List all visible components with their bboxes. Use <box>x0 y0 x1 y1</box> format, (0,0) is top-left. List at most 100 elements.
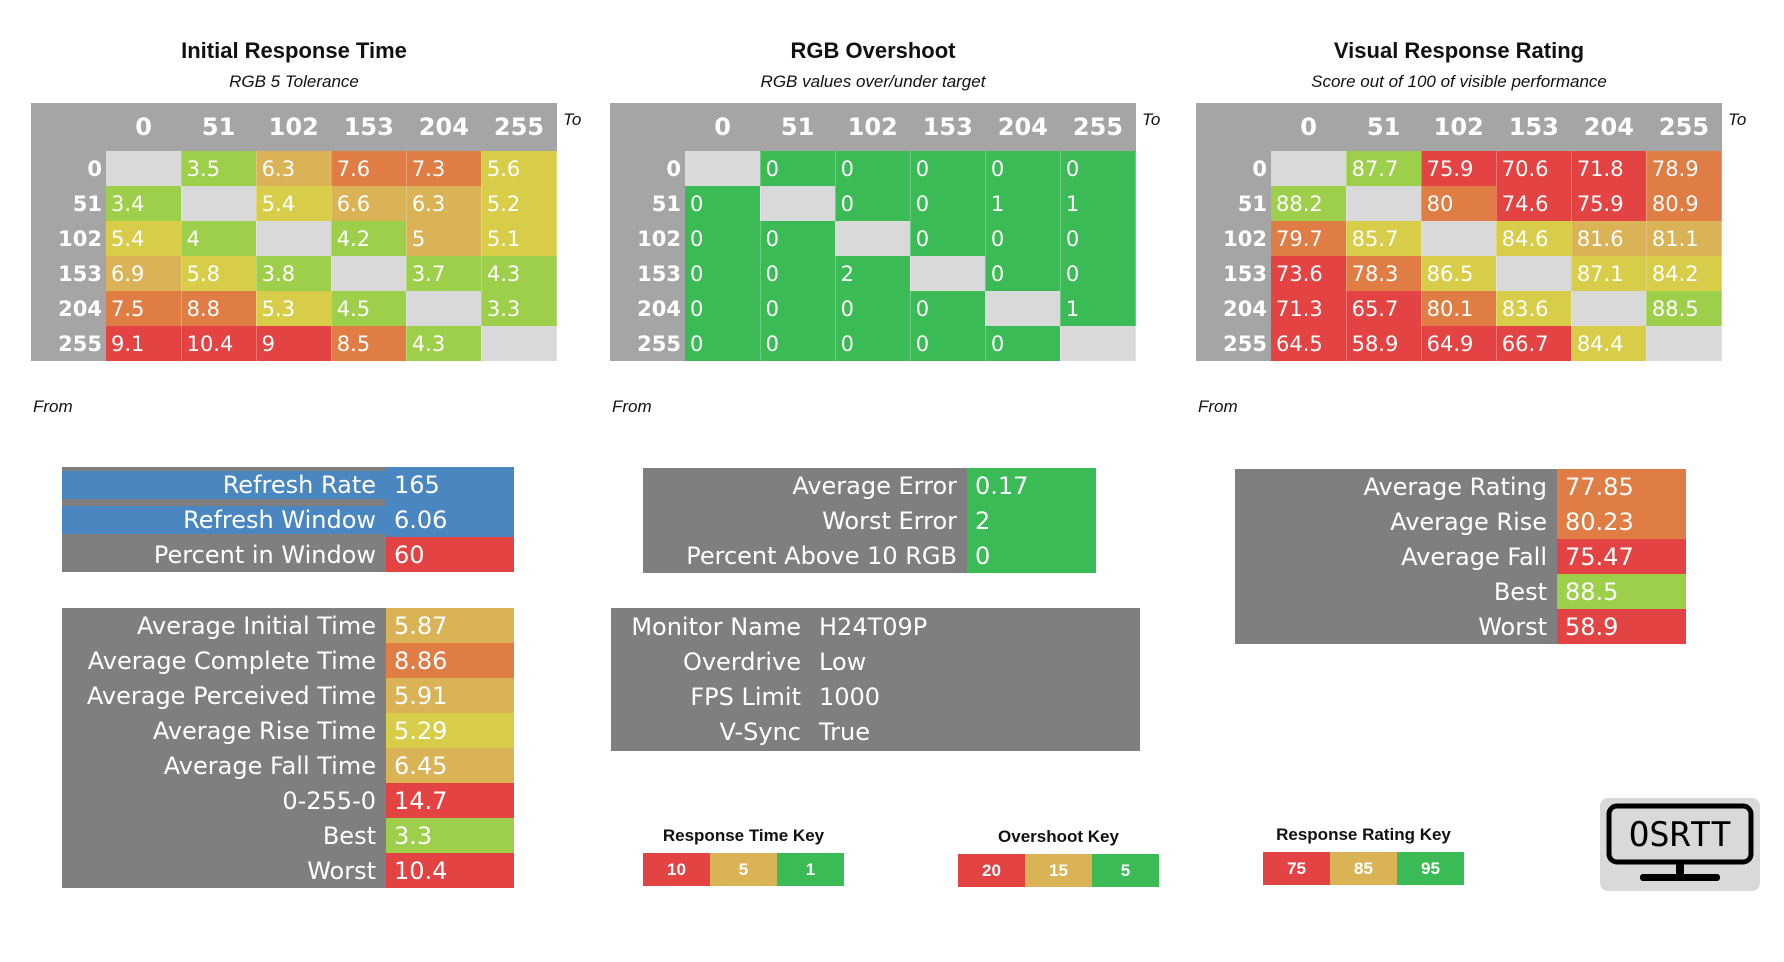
heatmap-cell: 0 <box>985 151 1061 186</box>
monitor-row: Monitor Name H24T09P <box>611 609 1140 644</box>
monitor-value: True <box>819 717 870 746</box>
row-header: 51 <box>31 186 106 221</box>
stat-value: 0.17 <box>967 468 1096 503</box>
key-cell: 85 <box>1330 852 1397 885</box>
heatmap-cell: 0 <box>760 256 836 291</box>
stat-label: Best <box>322 821 376 850</box>
stat-row: Average Rise Time 5.29 <box>62 713 514 748</box>
stat-value: 14.7 <box>386 783 514 818</box>
stat-value: 6.06 <box>386 502 514 537</box>
row-header: 255 <box>1196 326 1271 361</box>
heatmap-cell: 0 <box>910 326 986 361</box>
key-cell: 10 <box>643 853 710 886</box>
heatmap-cell: 0 <box>835 151 911 186</box>
heatmap-cell: 64.9 <box>1421 326 1497 361</box>
monitor-row: V-Sync True <box>611 714 1140 749</box>
stat-value: 88.5 <box>1557 574 1686 609</box>
stat-label: Average Fall Time <box>163 751 376 780</box>
stat-row: Worst Error 2 <box>643 503 1096 538</box>
heatmap-cell: 10.4 <box>181 326 257 361</box>
heatmap-cell: 2 <box>835 256 911 291</box>
column-header: 102 <box>256 103 332 151</box>
heatmap-cell <box>1346 186 1422 221</box>
heatmap-cell: 5.2 <box>481 186 558 221</box>
heatmap-cell <box>1060 326 1137 361</box>
key-title: Response Rating Key <box>1276 825 1451 844</box>
heatmap-cell: 8.5 <box>331 326 407 361</box>
column-header: 51 <box>760 103 836 151</box>
stat-row: Average Complete Time 8.86 <box>62 643 514 678</box>
stat-row: Refresh Window 6.06 <box>62 502 514 537</box>
stat-value: 60 <box>386 537 514 572</box>
heatmap-cell: 0 <box>1060 151 1137 186</box>
heatmap-cell: 64.5 <box>1271 326 1347 361</box>
stat-label: Refresh Window <box>62 505 386 534</box>
heatmap-cell: 0 <box>1060 256 1137 291</box>
row-header: 51 <box>610 186 685 221</box>
stat-row: Average Fall Time 6.45 <box>62 748 514 783</box>
heatmap-cell: 9 <box>256 326 332 361</box>
heatmap-cell: 0 <box>685 221 761 256</box>
stat-label: Worst <box>307 856 376 885</box>
stat-row: 0-255-0 14.7 <box>62 783 514 818</box>
heatmap-cell: 4.3 <box>406 326 482 361</box>
heatmap-cell: 71.8 <box>1571 151 1647 186</box>
heatmap-cell: 80.1 <box>1421 291 1497 326</box>
heatmap-cell: 83.6 <box>1496 291 1572 326</box>
stat-value: 5.87 <box>386 608 514 643</box>
heatmap-cell: 3.4 <box>106 186 182 221</box>
stat-value: 2 <box>967 503 1096 538</box>
to-label: To <box>563 110 582 129</box>
stat-label: Average Complete Time <box>87 646 376 675</box>
stat-row: Average Perceived Time 5.91 <box>62 678 514 713</box>
heatmap-cell: 79.7 <box>1271 221 1347 256</box>
row-header: 102 <box>1196 221 1271 256</box>
stat-row: Average Fall 75.47 <box>1235 539 1686 574</box>
heatmap-cell: 7.6 <box>331 151 407 186</box>
heatmap-cell: 5.1 <box>481 221 558 256</box>
heatmap-cell: 84.6 <box>1496 221 1572 256</box>
monitor-row: FPS Limit 1000 <box>611 679 1140 714</box>
overshoot-stats-box: Average Error 0.17 Worst Error 2 Percent Abo… <box>643 468 1096 573</box>
heatmap-title: Visual Response Rating <box>1333 38 1585 63</box>
column-header: 204 <box>406 103 482 151</box>
heatmap-cell <box>1571 291 1647 326</box>
heatmap-cell <box>835 221 911 256</box>
heatmap-cell: 4.5 <box>331 291 407 326</box>
column-header: 255 <box>1646 103 1722 151</box>
key-row: 20 15 5 <box>958 854 1159 887</box>
stat-label: Average Rise Time <box>152 716 376 745</box>
heatmap-cell: 0 <box>985 256 1061 291</box>
stat-row: Percent Above 10 RGB 0 <box>643 538 1096 573</box>
heatmap-cell: 5.6 <box>481 151 558 186</box>
stat-value: 3.3 <box>386 818 514 853</box>
heatmap-cell <box>481 326 558 361</box>
stat-value: 6.45 <box>386 748 514 783</box>
stat-value: 165 <box>386 467 514 502</box>
stat-row: Average Initial Time 5.87 <box>62 608 514 643</box>
heatmap-cell: 0 <box>685 291 761 326</box>
heatmap-cell: 84.2 <box>1646 256 1723 291</box>
heatmap-cell: 75.9 <box>1571 186 1647 221</box>
row-header: 153 <box>610 256 685 291</box>
heatmap-subtitle: Score out of 100 of visible performance <box>1311 72 1607 91</box>
row-header: 102 <box>31 221 106 256</box>
row-header: 0 <box>31 151 106 186</box>
heatmap-cell <box>256 221 332 256</box>
heatmap-cell: 6.9 <box>106 256 182 291</box>
stat-row: Percent in Window 60 <box>62 537 514 572</box>
response-time-stats-box: Average Initial Time 5.87 Average Complete… <box>62 608 514 888</box>
heatmap-cell <box>1271 151 1347 186</box>
stat-label: Percent Above 10 RGB <box>686 541 957 570</box>
heatmap-cell: 3.5 <box>181 151 257 186</box>
stat-label: Average Perceived Time <box>86 681 376 710</box>
heatmap-cell: 81.1 <box>1646 221 1723 256</box>
row-header: 204 <box>610 291 685 326</box>
osrtt-logo: OSRTT <box>1600 798 1760 891</box>
heatmap-cell: 81.6 <box>1571 221 1647 256</box>
stat-value: 0 <box>967 538 1096 573</box>
column-header: 204 <box>985 103 1061 151</box>
heatmap-cell <box>760 186 836 221</box>
heatmap-subtitle: RGB 5 Tolerance <box>229 72 359 91</box>
column-header: 204 <box>1571 103 1647 151</box>
